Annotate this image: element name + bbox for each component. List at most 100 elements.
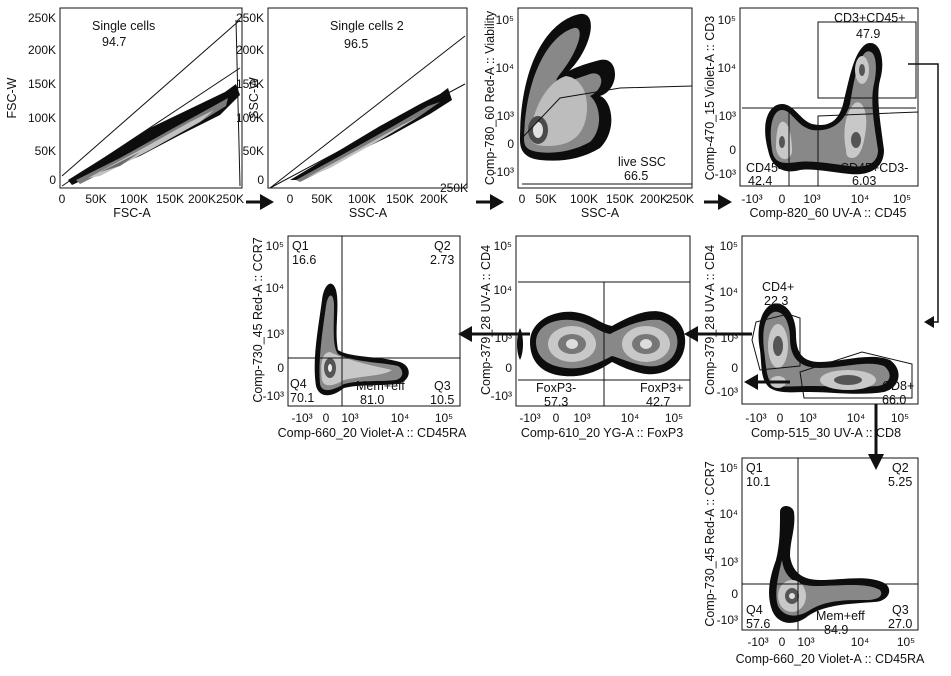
arrow-down-icon [868, 404, 884, 470]
y-tick-label: 0 [505, 361, 512, 375]
plot-frame [739, 7, 919, 187]
gate-label: Q1 [292, 239, 309, 253]
x-tick-label: 200K [640, 192, 668, 206]
x-tick-label: 100K [570, 192, 598, 206]
y-tick-label: 250K [236, 11, 264, 25]
gate-label: CD45- [746, 161, 782, 175]
x-tick-label: 0 [287, 192, 294, 206]
plot-frame [515, 235, 691, 407]
panel-single-cells-2: Single cells 2 96.5 0 50K 100K 150K 200K… [236, 7, 468, 220]
gate-value: 22.3 [764, 294, 788, 308]
arrow-left-icon [744, 374, 790, 390]
x-tick-label: 0 [553, 411, 560, 425]
x-tick-label: 10⁴ [851, 635, 870, 649]
y-tick-label: 10⁵ [720, 461, 738, 475]
y-tick-label: 10⁴ [719, 285, 738, 299]
y-tick-label: 0 [731, 361, 738, 375]
y-tick-label: 0 [729, 143, 736, 157]
y-tick-label: 0 [257, 173, 264, 187]
x-tick-label: 100K [120, 192, 148, 206]
arrow-right-icon [476, 194, 504, 210]
gate-label: FoxP3- [536, 381, 576, 395]
plot-frame [59, 7, 243, 189]
y-tick-label: -10³ [715, 167, 736, 181]
y-tick-label: 10⁴ [719, 507, 738, 521]
x-tick-label: 10⁴ [391, 411, 410, 425]
panel-foxp3-cd4: FoxP3- 57.3 FoxP3+ 42.7 -10³ 0 10³ 10⁴ 1… [479, 235, 691, 440]
x-tick-label: -10³ [519, 411, 540, 425]
x-tick-label: -10³ [741, 192, 762, 206]
x-tick-label: -10³ [747, 635, 768, 649]
gate-label: Q2 [892, 461, 909, 475]
x-tick-label: 0 [777, 411, 784, 425]
x-tick-label: 0 [779, 192, 786, 206]
y-axis-label: Comp-730_45 Red-A :: CCR7 [703, 461, 717, 626]
x-tick-label: 0 [779, 635, 786, 649]
gate-label: Q4 [290, 377, 307, 391]
x-tick-label: 10⁴ [621, 411, 640, 425]
x-axis-label: SSC-A [349, 206, 388, 220]
gate-value: 70.1 [290, 391, 314, 405]
density-plot [765, 42, 884, 175]
x-tick-label: 0 [519, 192, 526, 206]
gate-value: 10.1 [746, 475, 770, 489]
y-tick-label: 10⁴ [495, 61, 514, 75]
y-tick-label: 200K [28, 43, 56, 57]
gate-label: Single cells [92, 19, 155, 33]
y-tick-label: 10⁴ [265, 281, 284, 295]
x-tick-label: 10⁵ [665, 411, 683, 425]
gate-label: CD45+CD3- [840, 161, 908, 175]
gate-value: 96.5 [344, 37, 368, 51]
x-tick-label: 10³ [341, 411, 358, 425]
panel-cd3-cd45: CD3+CD45+ 47.9 CD45- 42.4 CD45+CD3- 6.03… [703, 7, 919, 220]
x-axis-label: Comp-515_30 UV-A :: CD8 [751, 426, 901, 440]
y-tick-label: 50K [35, 144, 56, 158]
arrow-left-icon [458, 326, 530, 342]
y-tick-label: 10⁵ [496, 13, 514, 27]
plot-frame [287, 235, 461, 407]
gate-label: Q1 [746, 461, 763, 475]
arrow-right-icon [246, 194, 274, 210]
gate-value: 47.9 [856, 27, 880, 41]
y-tick-label: 10³ [267, 327, 284, 341]
y-tick-label: 10⁵ [718, 13, 736, 27]
y-tick-label: 0 [731, 587, 738, 601]
y-tick-label: 0 [507, 137, 514, 151]
x-tick-label: -10³ [745, 411, 766, 425]
x-tick-label: 150K [386, 192, 414, 206]
x-axis-label: Comp-610_20 YG-A :: FoxP3 [521, 426, 683, 440]
y-tick-label: 10³ [721, 555, 738, 569]
y-tick-label: 150K [28, 77, 56, 91]
y-tick-label: -10³ [717, 385, 738, 399]
y-tick-label: -10³ [717, 613, 738, 627]
density-plot [758, 303, 899, 394]
plot-frame [741, 235, 919, 405]
gate-value: 84.9 [824, 623, 848, 637]
y-tick-label: -10³ [493, 165, 514, 179]
x-tick-label: 10³ [803, 192, 820, 206]
gate-value: 16.6 [292, 253, 316, 267]
panel-ccr7-cd45ra-cd8: Q1 10.1 Q2 5.25 Q4 57.6 Mem+eff 84.9 Q3 … [703, 457, 925, 666]
plot-frame [267, 7, 468, 189]
y-axis-label: Comp-730_45 Red-A :: CCR7 [251, 237, 265, 402]
arrow-left-icon [684, 326, 752, 342]
x-tick-label: 50K [85, 192, 106, 206]
gate-label: CD4+ [762, 280, 794, 294]
x-tick-label: 10⁴ [847, 411, 866, 425]
x-axis-label: Comp-660_20 Violet-A :: CD45RA [278, 426, 467, 440]
y-tick-label: 250K [28, 11, 56, 25]
y-tick-label: 150K [236, 77, 264, 91]
y-tick-label: -10³ [491, 389, 512, 403]
gate-value: 5.25 [888, 475, 912, 489]
gate-value: 66.0 [882, 393, 906, 407]
gate-value: 27.0 [888, 617, 912, 631]
gate-value: 94.7 [102, 35, 126, 49]
panel-live-ssc: live SSC 66.5 -10³ 0 10³ 10⁴ 10⁵ 0 50K 1… [483, 7, 694, 220]
density-plot [314, 283, 409, 396]
x-tick-label: 10⁵ [435, 411, 453, 425]
density-plot [769, 506, 890, 623]
gate-value: 81.0 [360, 393, 384, 407]
y-tick-label: 100K [28, 111, 56, 125]
x-tick-label: 250K [216, 192, 244, 206]
